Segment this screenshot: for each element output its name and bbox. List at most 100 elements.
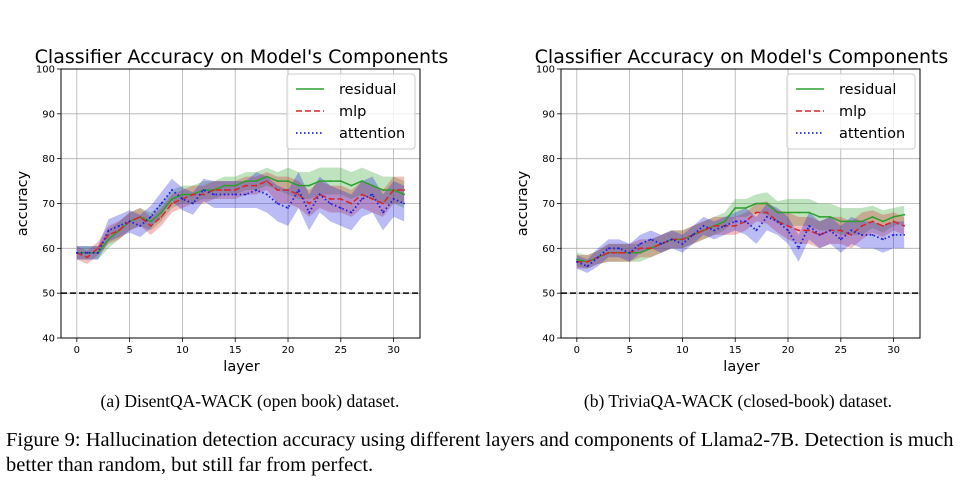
data-point xyxy=(702,229,705,232)
x-tick-label: 5 xyxy=(626,345,632,356)
data-point xyxy=(871,220,874,223)
data-point xyxy=(382,211,384,214)
data-point xyxy=(734,220,737,223)
data-point xyxy=(244,193,247,196)
data-point xyxy=(223,189,226,191)
data-point xyxy=(308,211,311,214)
data-point xyxy=(607,251,610,254)
series-line-attention xyxy=(76,188,405,254)
data-point xyxy=(128,220,131,223)
data-point xyxy=(744,220,747,223)
series-line-attention xyxy=(576,215,905,268)
data-point xyxy=(244,184,247,187)
data-point xyxy=(702,225,705,227)
data-point xyxy=(787,211,789,214)
data-point xyxy=(361,198,363,200)
legend-label-residual: residual xyxy=(839,82,896,98)
confidence-band-residual xyxy=(76,167,405,260)
data-point xyxy=(329,180,332,182)
confidence-band-attention xyxy=(76,172,405,260)
data-point xyxy=(255,189,258,191)
data-point xyxy=(297,184,300,187)
data-point xyxy=(213,189,216,191)
series-line-mlp xyxy=(576,211,905,263)
y-tick-label: 40 xyxy=(42,334,55,345)
data-point xyxy=(787,229,789,232)
data-point xyxy=(850,220,853,223)
chart-title: Classifier Accuracy on Model's Component… xyxy=(535,46,949,68)
data-point xyxy=(107,229,110,232)
legend-label-attention: attention xyxy=(839,126,905,142)
chart-panel-a: 0 5 10 15 20 25 30 40 50 60 70 80 90 100 Classifier Ac… xyxy=(0,0,490,390)
data-point xyxy=(818,233,821,236)
data-point xyxy=(244,180,247,182)
data-point xyxy=(649,247,652,250)
data-point xyxy=(797,211,800,214)
data-point xyxy=(839,220,842,223)
data-point xyxy=(318,180,321,182)
subcaption-b: (b) TriviaQA-WACK (closed-book) dataset. xyxy=(583,391,893,411)
data-point xyxy=(223,184,226,187)
data-point xyxy=(223,193,226,196)
data-point xyxy=(213,193,216,196)
data-point xyxy=(765,202,768,205)
legend: residual mlp attention xyxy=(786,73,916,150)
data-point xyxy=(808,225,811,227)
data-point xyxy=(892,220,895,223)
y-tick-label: 90 xyxy=(42,109,55,120)
data-point xyxy=(808,229,811,232)
data-point xyxy=(892,216,895,218)
x-tick-label: 0 xyxy=(574,345,580,356)
data-point xyxy=(829,216,832,218)
subcaption-a: (a) DisentQA-WACK (open book) dataset. xyxy=(100,391,400,411)
y-tick-label: 50 xyxy=(42,289,55,300)
data-point xyxy=(382,189,384,191)
data-point xyxy=(392,189,395,191)
data-point xyxy=(234,184,237,187)
y-tick-label: 70 xyxy=(42,199,55,210)
figure-caption: Figure 9: Hallucination detection accura… xyxy=(6,429,954,476)
data-point xyxy=(192,193,194,196)
x-tick-label: 10 xyxy=(676,345,689,356)
y-tick-label: 80 xyxy=(542,154,555,165)
data-point xyxy=(97,247,99,250)
y-axis-label: accuracy xyxy=(515,170,531,236)
y-axis-label: accuracy xyxy=(15,170,31,236)
data-point xyxy=(649,238,652,241)
data-point xyxy=(892,233,895,236)
data-point xyxy=(361,180,363,182)
data-point xyxy=(618,251,620,254)
data-point xyxy=(118,229,120,232)
legend-box xyxy=(786,73,916,150)
data-point xyxy=(575,258,578,261)
data-point xyxy=(597,256,599,259)
data-point xyxy=(734,225,737,227)
y-tick-label: 50 xyxy=(542,289,555,300)
data-point xyxy=(350,202,353,205)
data-point xyxy=(265,180,268,182)
chart-panel-b: 0 5 10 15 20 25 30 40 50 60 70 80 90 100 Classifier Ac… xyxy=(500,0,979,390)
data-point xyxy=(903,213,906,216)
data-point xyxy=(329,198,332,200)
data-point xyxy=(297,189,300,191)
x-tick-label: 30 xyxy=(887,345,900,356)
data-point xyxy=(86,251,89,254)
data-point xyxy=(170,189,173,191)
data-point xyxy=(202,189,205,191)
legend-box xyxy=(286,73,416,150)
data-point xyxy=(776,211,779,214)
data-point xyxy=(181,193,184,196)
data-point xyxy=(403,189,406,191)
data-point xyxy=(765,216,768,218)
y-tick-label: 60 xyxy=(42,244,55,255)
confidence-band-residual xyxy=(576,192,905,269)
data-point xyxy=(107,233,110,236)
data-point xyxy=(382,202,384,205)
data-point xyxy=(797,247,800,250)
data-point xyxy=(882,238,884,241)
legend: residual mlp attention xyxy=(286,73,416,150)
data-point xyxy=(160,202,163,205)
data-point xyxy=(639,242,642,245)
data-point xyxy=(713,225,716,227)
data-point xyxy=(329,202,332,205)
